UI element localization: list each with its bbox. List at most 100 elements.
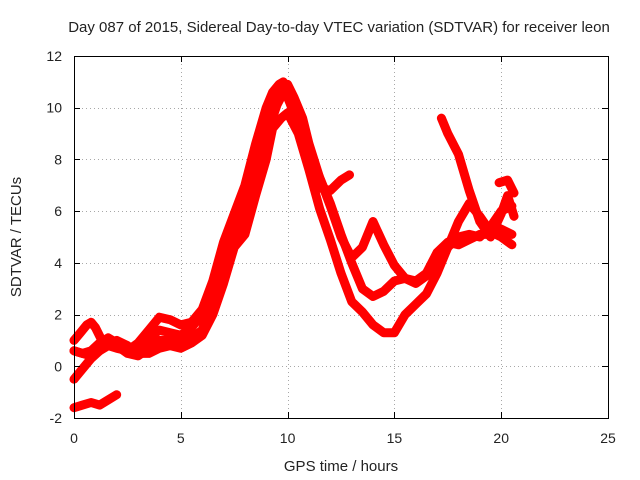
data-point	[230, 243, 239, 252]
series-track-7	[69, 390, 122, 413]
data-point	[495, 178, 504, 187]
data-point	[219, 279, 228, 288]
data-point	[95, 346, 104, 355]
data-point	[369, 292, 378, 301]
data-point	[510, 212, 519, 221]
data-point	[82, 320, 91, 329]
data-point	[390, 261, 399, 270]
y-tick-label: 12	[46, 48, 62, 64]
data-point	[507, 230, 516, 239]
series-trace	[69, 108, 517, 361]
y-axis-label: SDTVAR / TECUs	[8, 177, 25, 297]
data-point	[369, 320, 378, 329]
data-point	[240, 230, 249, 239]
data-point	[510, 189, 519, 198]
data-point	[326, 235, 335, 244]
y-tick-label: 2	[54, 307, 62, 323]
data-point	[155, 313, 164, 322]
data-point	[87, 351, 96, 360]
data-point	[443, 129, 452, 138]
data-point	[166, 328, 175, 337]
data-point	[91, 323, 100, 332]
data-point	[268, 124, 277, 133]
data-point	[104, 339, 113, 348]
y-tick-label: 8	[54, 151, 62, 167]
data-point	[104, 395, 113, 404]
data-point	[486, 233, 495, 241]
data-point	[290, 93, 299, 102]
data-point	[369, 217, 378, 226]
data-point	[315, 204, 324, 213]
data-point	[112, 390, 121, 399]
data-point	[337, 269, 345, 278]
data-point	[503, 191, 512, 200]
data-point	[497, 233, 506, 241]
data-point	[433, 269, 442, 278]
data-point	[208, 310, 217, 319]
y-tick-label: 0	[54, 358, 62, 374]
series-track-5	[436, 113, 519, 242]
data-point	[433, 248, 442, 257]
data-point	[251, 191, 260, 200]
x-tick-label: 25	[600, 430, 616, 446]
y-tick-label: 10	[46, 100, 62, 116]
data-point	[497, 209, 506, 218]
data-point	[155, 326, 164, 335]
x-tick-label: 5	[177, 430, 185, 446]
data-point	[283, 108, 292, 117]
data-point	[390, 328, 399, 337]
data-point	[454, 150, 463, 159]
data-point	[358, 284, 367, 293]
y-tick-label: 6	[54, 203, 62, 219]
axis-ticks: 0 5 10 15 20 25 -2 0 2 4 6 8 10 12	[46, 48, 616, 446]
data-point	[475, 230, 484, 239]
data-point	[326, 199, 335, 208]
data-point	[272, 101, 281, 110]
data-point	[337, 230, 345, 239]
data-point	[443, 243, 452, 252]
data-point	[123, 341, 132, 350]
data-point	[294, 129, 303, 138]
data-point	[155, 336, 164, 345]
data-point	[503, 176, 512, 185]
data-point	[176, 344, 185, 353]
data-point	[347, 297, 356, 306]
series-track-4	[69, 108, 517, 361]
data-point	[390, 276, 399, 285]
data-point	[262, 155, 271, 164]
grid	[74, 56, 608, 418]
x-tick-label: 0	[70, 430, 78, 446]
data-point	[78, 364, 87, 373]
data-point	[176, 331, 185, 340]
data-point	[358, 243, 367, 252]
data-point	[401, 310, 410, 319]
data-point	[507, 240, 516, 249]
x-tick-label: 20	[493, 430, 509, 446]
y-tick-label: -2	[50, 410, 63, 426]
data-point	[78, 401, 87, 410]
data-point	[315, 173, 324, 182]
data-point	[379, 240, 388, 249]
data-point	[87, 318, 96, 327]
data-point	[358, 307, 367, 316]
data-point	[465, 235, 474, 244]
data-point	[454, 240, 463, 249]
x-axis-label: GPS time / hours	[284, 458, 398, 475]
y-tick-label: 4	[54, 255, 62, 271]
x-tick-label: 15	[387, 430, 403, 446]
data-point	[298, 114, 307, 123]
data-point	[379, 287, 388, 296]
x-tick-label: 10	[280, 430, 296, 446]
data-point	[379, 328, 388, 337]
data-point	[144, 333, 153, 342]
data-point	[347, 258, 356, 267]
data-point	[112, 336, 121, 345]
data-point	[437, 114, 446, 123]
data-point	[422, 269, 431, 278]
data-point	[401, 274, 410, 283]
data-point	[411, 300, 420, 309]
data-point	[304, 139, 313, 148]
data-point	[454, 217, 463, 226]
data-point	[144, 349, 153, 358]
